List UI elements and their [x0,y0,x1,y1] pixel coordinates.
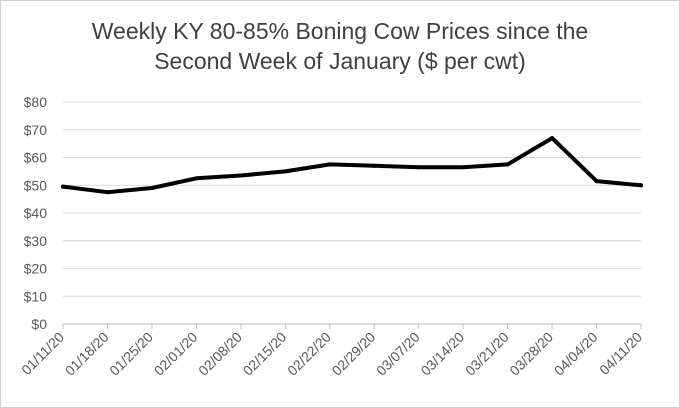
x-tick-label: 01/25/20 [106,329,156,379]
data-point [238,173,243,178]
x-tick-label: 04/04/20 [551,329,601,379]
data-point [105,190,110,195]
x-tick-label: 03/07/20 [373,329,423,379]
series-line [61,136,643,195]
y-tick-label: $0 [31,316,47,332]
data-point [149,186,154,191]
y-tick-label: $40 [24,205,48,221]
chart-title-line-1: Weekly KY 80-85% Boning Cow Prices since… [91,18,589,44]
x-tick-label: 01/11/20 [18,329,67,378]
y-tick-label: $30 [24,233,48,249]
data-point [416,165,421,170]
chart-title: Weekly KY 80-85% Boning Cow Prices since… [0,16,680,76]
y-tick-label: $50 [24,177,48,193]
data-point [194,176,199,181]
x-tick-label: 02/01/20 [151,329,201,379]
x-tick-label: 03/14/20 [417,329,467,379]
chart-title-line-2: Second Week of January ($ per cwt) [154,48,526,74]
y-tick-label: $70 [24,122,48,138]
x-tick-label: 03/21/20 [462,329,512,379]
data-point [283,169,288,174]
x-tick-label: 04/11/20 [596,329,645,378]
y-tick-label: $60 [24,150,48,166]
x-tick-label: 02/15/20 [240,329,290,379]
x-tick-label: 02/29/20 [329,329,379,379]
y-tick-label: $80 [24,94,48,110]
x-tick-label: 03/28/20 [506,329,556,379]
data-point [61,184,65,189]
y-tick-label: $20 [24,261,48,277]
x-tick-label: 02/08/20 [195,329,245,379]
x-tick-label: 02/22/20 [284,329,334,379]
data-point [550,136,555,141]
x-tick-label: 01/18/20 [62,329,112,379]
y-tick-label: $10 [24,288,48,304]
data-point [594,179,599,184]
data-point [461,165,466,170]
data-point [639,183,643,188]
data-point [372,163,377,168]
data-point [505,162,510,167]
data-point [327,162,332,167]
